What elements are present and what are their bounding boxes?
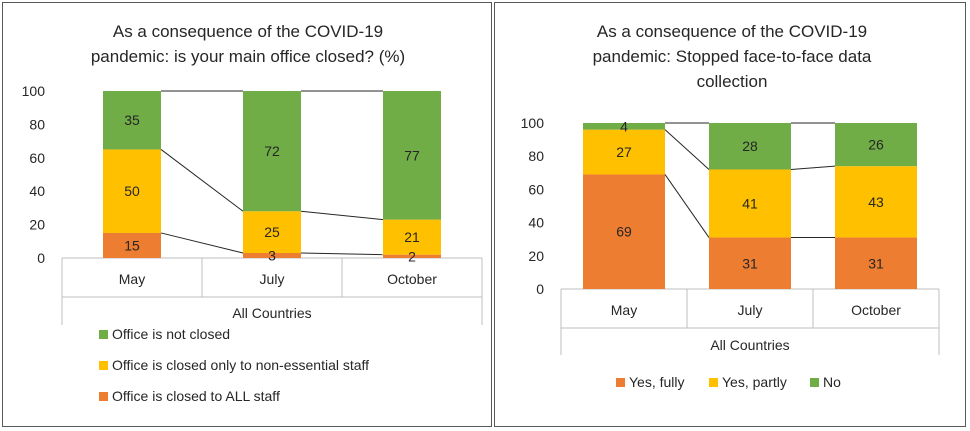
legend-label: No <box>823 374 841 390</box>
bar-segment <box>103 91 161 150</box>
group-label: All Countries <box>710 337 789 353</box>
chart-title-line: pandemic: Stopped face-to-face data <box>593 47 872 66</box>
data-label: 21 <box>404 229 420 245</box>
data-label: 77 <box>404 147 420 163</box>
series-line <box>300 252 384 256</box>
chart-title-line: collection <box>697 72 768 91</box>
category-label: July <box>738 302 763 318</box>
bar-segment <box>243 91 301 212</box>
legend-label: Yes, partly <box>722 374 787 390</box>
y-tick-label: 40 <box>528 215 544 231</box>
data-label: 15 <box>124 237 140 253</box>
data-label: 3 <box>268 247 276 263</box>
data-label: 72 <box>264 143 280 159</box>
bar-segment <box>383 254 441 258</box>
category-label: October <box>387 271 437 287</box>
category-label: May <box>119 271 145 287</box>
bar-segment <box>709 237 791 289</box>
bar-segment <box>835 123 917 167</box>
legend-label: Office is not closed <box>112 326 230 342</box>
chart-office-closed: As a consequence of the COVID-19 pandemic… <box>22 22 483 404</box>
data-label: 41 <box>742 196 758 212</box>
legend-swatch <box>616 378 625 387</box>
y-tick-label: 100 <box>521 115 545 131</box>
bar-segment <box>709 123 791 170</box>
y-tick-label: 20 <box>528 248 544 264</box>
data-label: 31 <box>742 255 758 271</box>
legend-swatch <box>810 378 819 387</box>
series-line <box>300 210 384 221</box>
y-tick-label: 80 <box>528 148 544 164</box>
legend-label: Office is closed only to non-essential s… <box>112 357 369 373</box>
legend-swatch <box>99 392 108 401</box>
series-line <box>160 149 244 212</box>
data-label: 4 <box>620 118 628 134</box>
chart-title-line: As a consequence of the COVID-19 <box>597 22 867 41</box>
data-label: 27 <box>616 144 632 160</box>
data-label: 25 <box>264 224 280 240</box>
bar-segment <box>243 252 301 258</box>
legend-label: Office is closed to ALL staff <box>112 388 280 404</box>
bar-segment <box>709 169 791 238</box>
bar-segment <box>243 211 301 253</box>
chart-panel-office-closed: As a consequence of the COVID-19 pandemic… <box>2 2 492 427</box>
data-label: 50 <box>124 183 140 199</box>
y-tick-label: 100 <box>22 83 46 99</box>
bar-segment <box>383 91 441 220</box>
category-label: July <box>260 271 285 287</box>
bar-segment <box>383 219 441 255</box>
data-label: 28 <box>742 138 758 154</box>
bar-segment <box>103 149 161 233</box>
chart-face-to-face: As a consequence of the COVID-19 pandemic… <box>521 22 940 390</box>
data-label: 43 <box>868 194 884 210</box>
data-label: 31 <box>868 255 884 271</box>
bar-segment <box>583 123 665 130</box>
series-line <box>160 232 244 254</box>
series-line <box>664 129 710 170</box>
bar-segment <box>835 237 917 289</box>
series-line <box>664 174 710 238</box>
data-label: 26 <box>868 137 884 153</box>
legend-label: Yes, fully <box>629 374 685 390</box>
y-tick-label: 60 <box>29 150 45 166</box>
y-tick-label: 0 <box>37 250 45 266</box>
bar-segment <box>103 232 161 258</box>
category-label: October <box>851 302 901 318</box>
bar-segment <box>583 129 665 175</box>
group-label: All Countries <box>232 305 311 321</box>
legend-swatch <box>99 330 108 339</box>
data-label: 35 <box>124 112 140 128</box>
legend-swatch <box>709 378 718 387</box>
category-label: May <box>611 302 637 318</box>
chart-panel-face-to-face: As a consequence of the COVID-19 pandemic… <box>494 2 966 427</box>
data-label: 69 <box>616 224 632 240</box>
chart-title-line: As a consequence of the COVID-19 <box>113 22 383 41</box>
bar-segment <box>583 174 665 289</box>
y-tick-label: 40 <box>29 183 45 199</box>
chart-title-line: pandemic: is your main office closed? (%… <box>91 47 405 66</box>
y-tick-label: 0 <box>536 281 544 297</box>
y-tick-label: 20 <box>29 217 45 233</box>
legend-swatch <box>99 361 108 370</box>
series-line <box>790 165 836 170</box>
bar-segment <box>835 166 917 238</box>
data-label: 2 <box>408 248 416 264</box>
y-tick-label: 80 <box>29 116 45 132</box>
y-tick-label: 60 <box>528 181 544 197</box>
